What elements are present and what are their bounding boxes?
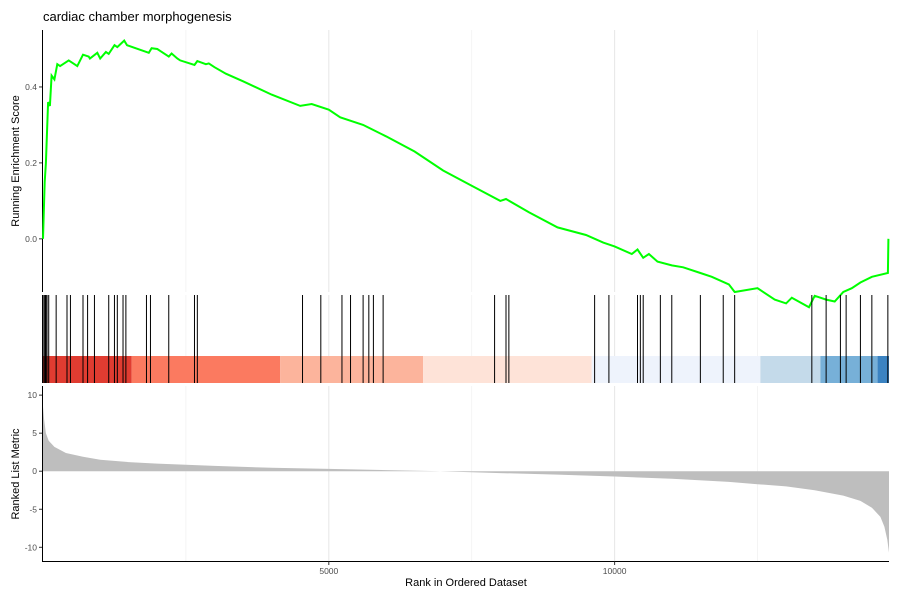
y-tick-label: 5 [32, 428, 37, 438]
y-tick-label: 0.4 [25, 82, 37, 92]
y-tick-label: -5 [29, 504, 37, 514]
x-tick-label: 5000 [319, 566, 338, 576]
x-axis-ticks: 5000 10000 [319, 561, 627, 576]
color-band [760, 356, 821, 383]
color-band [423, 356, 592, 383]
running-score-y-label: Running Enrichment Score [10, 95, 22, 226]
running-score-panel: 0.0 0.2 0.4 Running Enrichment Score [10, 30, 890, 309]
color-band [131, 356, 281, 383]
rank-color-bands [43, 356, 889, 383]
x-axis-label: Rank in Ordered Dataset [405, 577, 527, 589]
ranked-metric-y-ticks: -10 -5 0 5 10 [25, 390, 43, 552]
running-score-gridlines [185, 30, 758, 292]
running-enrichment-line [42, 39, 890, 309]
ranked-metric-area [43, 406, 889, 553]
gene-hits-panel [42, 295, 889, 383]
y-tick-label: 0 [32, 466, 37, 476]
ranked-metric-panel: -10 -5 0 5 10 5000 10000 Ranked List Metric R… [10, 386, 889, 589]
color-band [591, 356, 761, 383]
ranked-metric-y-label: Ranked List Metric [10, 428, 22, 520]
y-tick-label: 0.0 [25, 234, 37, 244]
color-band [820, 356, 878, 383]
chart-title: cardiac chamber morphogenesis [43, 9, 232, 24]
y-tick-label: -10 [25, 542, 38, 552]
y-tick-label: 0.2 [25, 158, 37, 168]
color-band [280, 356, 424, 383]
running-score-y-ticks: 0.0 0.2 0.4 [25, 82, 43, 244]
color-band [877, 356, 889, 383]
gene-hit-marks [43, 295, 889, 383]
y-tick-label: 10 [28, 390, 38, 400]
x-tick-label: 10000 [603, 566, 627, 576]
